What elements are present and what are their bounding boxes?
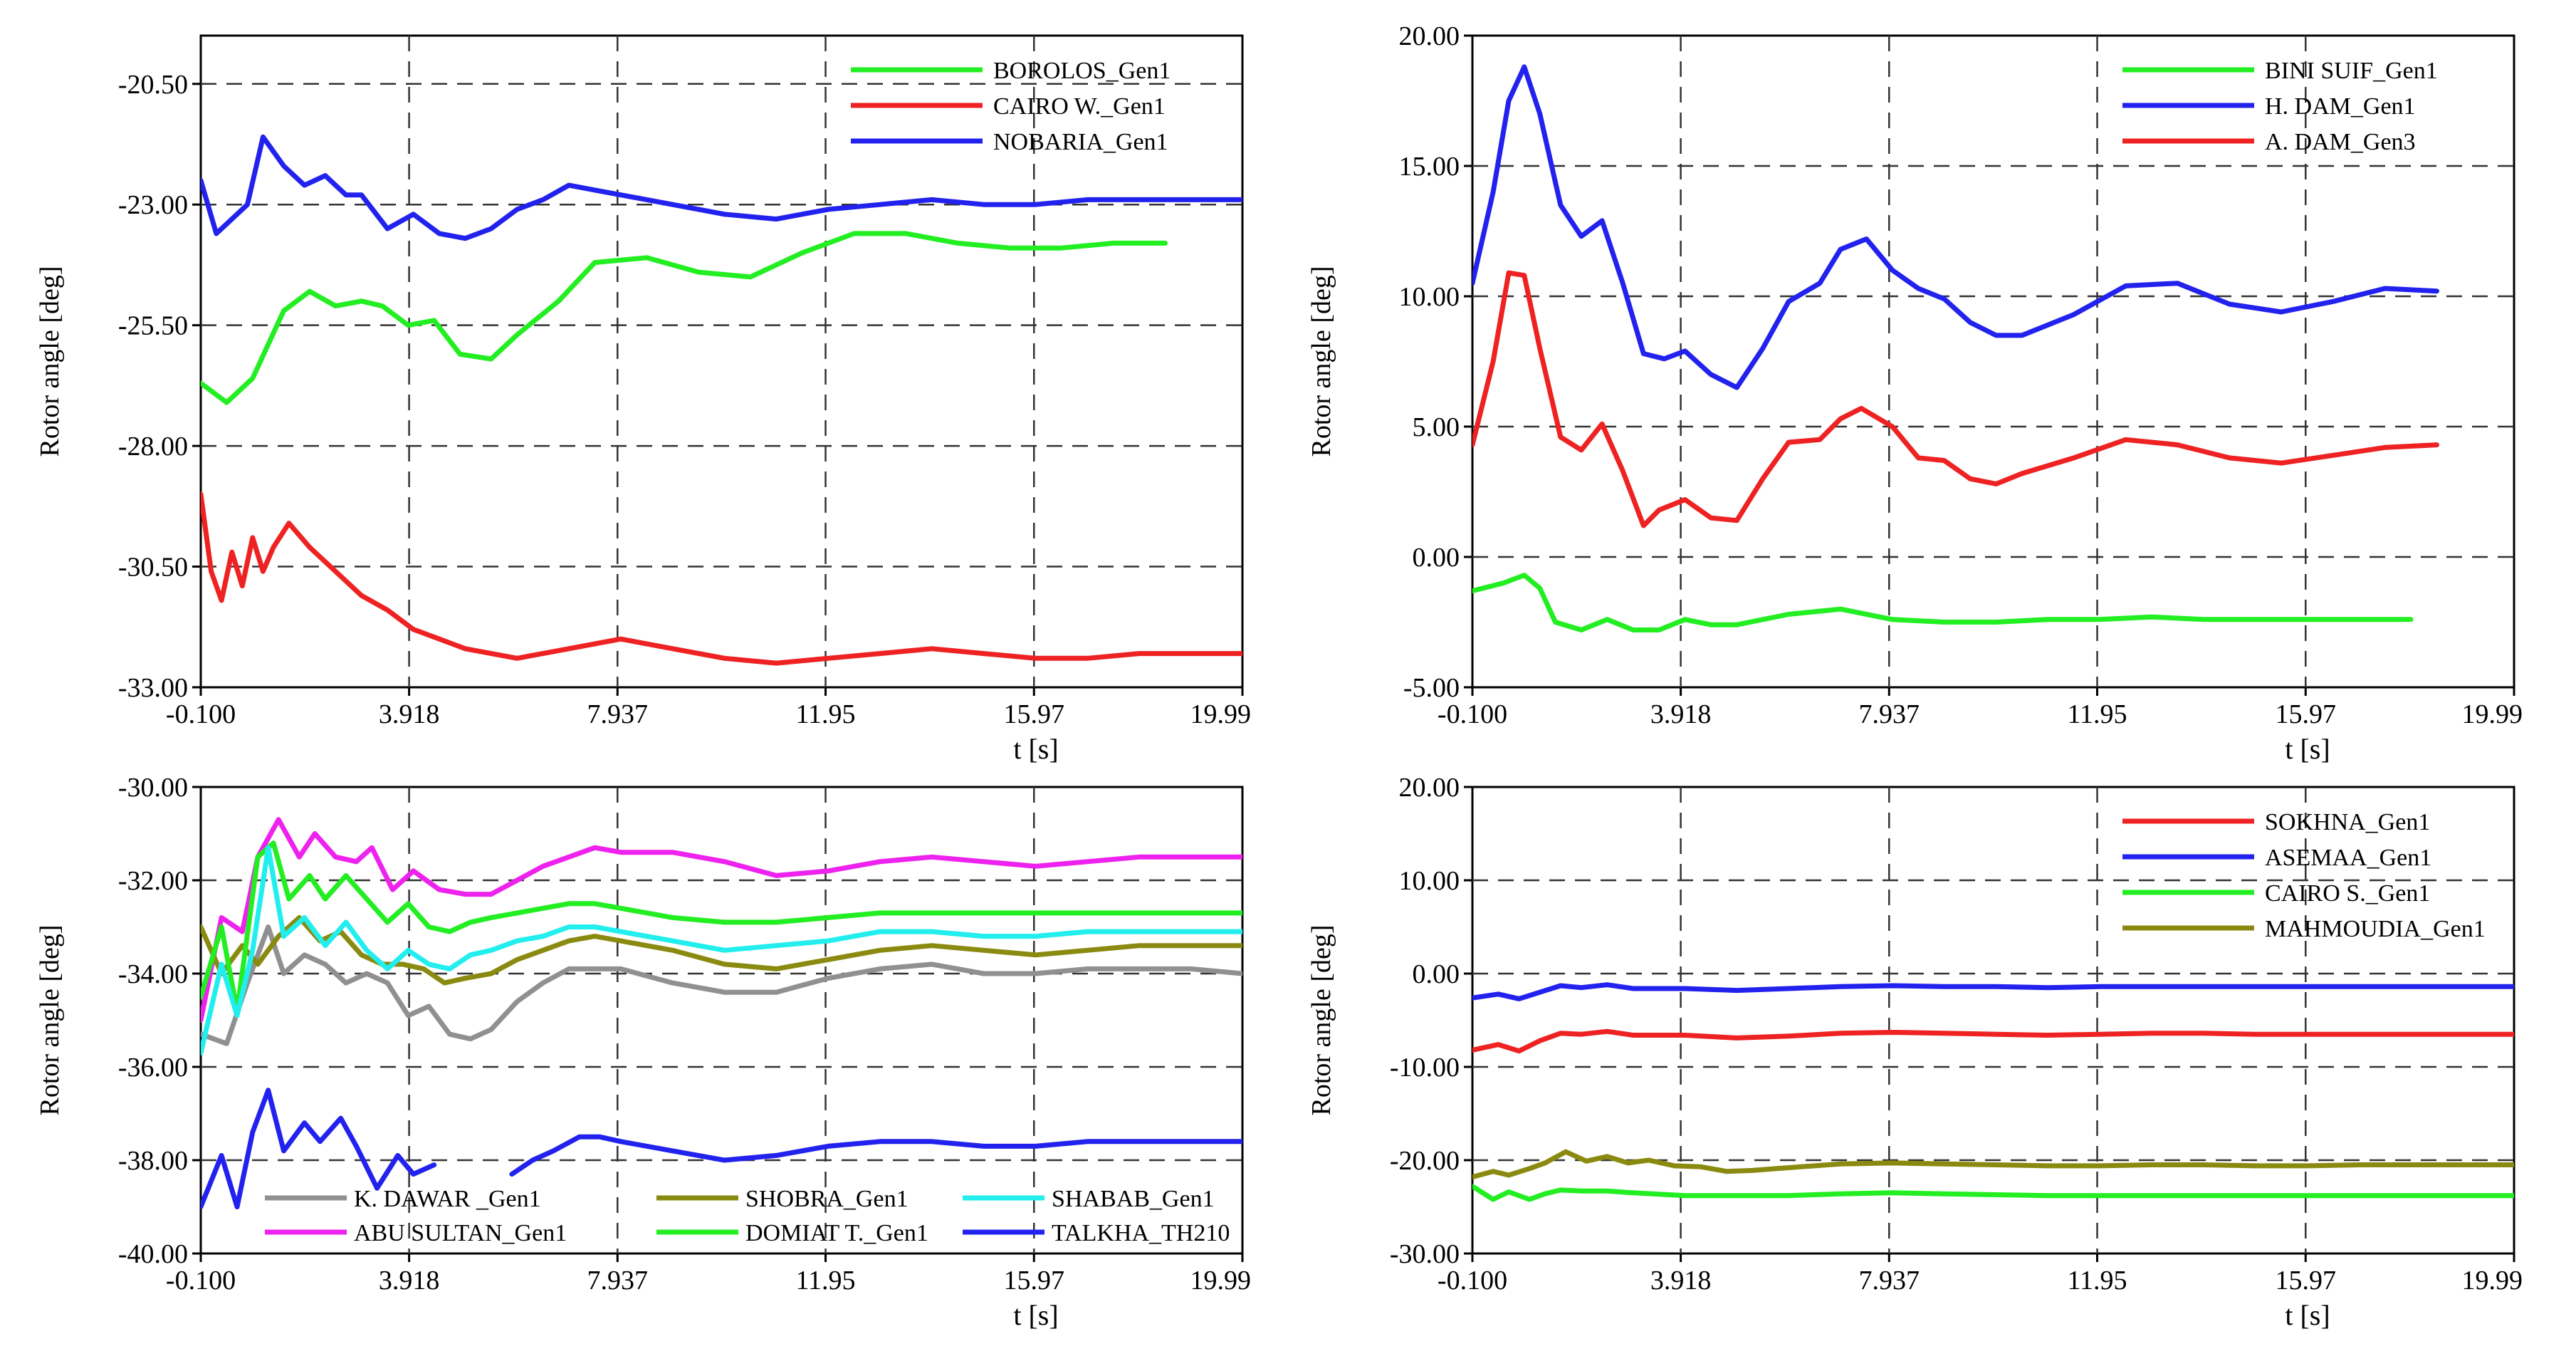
x-axis-label: t [s] bbox=[1013, 1299, 1058, 1331]
plot-frame bbox=[199, 786, 1244, 1255]
legend-label: BINI SUIF_Gen1 bbox=[2265, 58, 2438, 84]
y-tick-label: -30.00 bbox=[118, 773, 188, 803]
y-axis-label: Rotor angle [deg] bbox=[35, 266, 65, 457]
x-tick-label: 15.97 bbox=[1004, 699, 1065, 729]
y-tick-label: -33.00 bbox=[118, 673, 188, 703]
chart-panel-4: -0.100 3.918 7.937 11.95 15.97 19.99 -30.00 -20… bbox=[1307, 773, 2523, 1331]
x-tick-label: 19.99 bbox=[1190, 1266, 1252, 1296]
series-group bbox=[201, 134, 1242, 666]
x-tick-label: 3.918 bbox=[1650, 699, 1712, 729]
x-axis-label: t [s] bbox=[2285, 1299, 2330, 1331]
x-tick-label: 19.99 bbox=[2462, 1266, 2523, 1296]
x-tick-label: 3.918 bbox=[379, 1266, 440, 1296]
x-tick-label: 3.918 bbox=[379, 699, 440, 729]
legend-label: MAHMOUDIA_Gen1 bbox=[2265, 916, 2486, 942]
legend-label: A. DAM_Gen3 bbox=[2265, 129, 2416, 155]
y-tick-label: 20.00 bbox=[1399, 773, 1460, 803]
legend-label: CAIRO W._Gen1 bbox=[993, 93, 1166, 120]
x-tick-label: 11.95 bbox=[2067, 1266, 2127, 1296]
series-line-sokhna-gen1 bbox=[1472, 1028, 2514, 1054]
chart-panel-3: -0.100 3.918 7.937 11.95 15.97 19.99 -40.00 -38… bbox=[35, 773, 1251, 1331]
x-tick-label: -0.100 bbox=[1438, 1266, 1507, 1296]
x-tick-label: 15.97 bbox=[2276, 1266, 2337, 1296]
legend-label: CAIRO S._Gen1 bbox=[2265, 880, 2430, 907]
legend-label: SHOBRA_Gen1 bbox=[745, 1186, 909, 1212]
x-axis-label: t [s] bbox=[2285, 733, 2330, 765]
x-tick-label: 15.97 bbox=[1004, 1266, 1065, 1296]
legend-label: ABU SULTAN_Gen1 bbox=[354, 1220, 567, 1246]
y-tick-label: 5.00 bbox=[1413, 412, 1460, 442]
y-tick-label: -10.00 bbox=[1390, 1053, 1460, 1083]
x-tick-label: 7.937 bbox=[1859, 699, 1920, 729]
series-line-mahmoudia-gen1 bbox=[1472, 1149, 2514, 1180]
y-tick-label: -40.00 bbox=[118, 1239, 188, 1269]
legend-label: NOBARIA_Gen1 bbox=[993, 129, 1168, 155]
y-tick-label: -20.50 bbox=[118, 70, 188, 100]
series-line-abu-sultan-gen1 bbox=[201, 817, 1242, 1023]
series-line-domiat-t-gen1 bbox=[201, 840, 1242, 1013]
series-line-asemaa-gen1 bbox=[1472, 982, 2514, 1001]
y-tick-label: -25.50 bbox=[118, 311, 188, 341]
y-tick-label: 0.00 bbox=[1413, 543, 1460, 573]
x-tick-label: 11.95 bbox=[795, 699, 855, 729]
legend-label: SOKHNA_Gen1 bbox=[2265, 809, 2430, 835]
x-tick-label: -0.100 bbox=[166, 1266, 236, 1296]
legend-label: DOMIAT T._Gen1 bbox=[745, 1220, 928, 1246]
chart-panel-2: -0.100 3.918 7.937 11.95 15.97 19.99 -5.00 0.00… bbox=[1307, 21, 2523, 765]
y-axis-label: Rotor angle [deg] bbox=[1307, 266, 1336, 457]
series-line-talkha-th210 bbox=[201, 1088, 1242, 1209]
x-tick-label: 7.937 bbox=[587, 699, 649, 729]
plot-frame bbox=[1471, 786, 2515, 1255]
x-tick-label: 19.99 bbox=[2462, 699, 2523, 729]
y-tick-label: -23.00 bbox=[118, 190, 188, 220]
x-tick-label: 19.99 bbox=[1190, 699, 1252, 729]
y-axis-label: Rotor angle [deg] bbox=[1307, 924, 1336, 1115]
legend-label: H. DAM_Gen1 bbox=[2265, 93, 2416, 120]
series-line-nobaria-gen1 bbox=[201, 134, 1242, 241]
series-group bbox=[201, 817, 1242, 1209]
y-tick-label: -32.00 bbox=[118, 866, 188, 896]
legend-label: K. DAWAR _Gen1 bbox=[354, 1186, 541, 1212]
x-tick-label: -0.100 bbox=[166, 699, 236, 729]
y-tick-label: 15.00 bbox=[1399, 152, 1460, 182]
x-tick-label: 11.95 bbox=[2067, 699, 2127, 729]
x-axis-label: t [s] bbox=[1013, 733, 1058, 765]
y-tick-label: 20.00 bbox=[1399, 21, 1460, 51]
series-line-cairo-w-gen1 bbox=[201, 491, 1242, 666]
y-tick-label: -30.50 bbox=[118, 553, 188, 583]
y-tick-label: 10.00 bbox=[1399, 282, 1460, 312]
x-tick-label: 7.937 bbox=[1859, 1266, 1920, 1296]
legend-label: BOROLOS_Gen1 bbox=[993, 58, 1171, 84]
series-line-shabab-gen1 bbox=[201, 845, 1242, 1055]
y-tick-label: -28.00 bbox=[118, 432, 188, 462]
x-tick-label: 3.918 bbox=[1650, 1266, 1712, 1296]
series-group bbox=[1472, 982, 2514, 1202]
x-tick-label: -0.100 bbox=[1438, 699, 1507, 729]
series-line-cairo-s-gen1 bbox=[1472, 1184, 2514, 1202]
y-tick-label: -36.00 bbox=[118, 1053, 188, 1083]
plot-frame bbox=[199, 34, 1244, 689]
chart-panel-1: -0.100 3.918 7.937 11.95 15.97 19.99 -33.00 -30… bbox=[35, 34, 1252, 765]
y-tick-label: -38.00 bbox=[118, 1146, 188, 1176]
y-tick-label: -30.00 bbox=[1390, 1239, 1460, 1269]
legend-label: SHABAB_Gen1 bbox=[1052, 1186, 1215, 1212]
y-tick-label: -34.00 bbox=[118, 959, 188, 989]
legend-label: ASEMAA_Gen1 bbox=[2265, 845, 2431, 871]
x-tick-label: 15.97 bbox=[2276, 699, 2337, 729]
series-line-k-dawar-gen1 bbox=[201, 924, 1242, 1046]
y-tick-label: 0.00 bbox=[1413, 959, 1460, 989]
plot-frame bbox=[1471, 34, 2515, 689]
y-tick-label: 10.00 bbox=[1399, 866, 1460, 896]
y-tick-label: -5.00 bbox=[1403, 673, 1460, 703]
y-tick-label: -20.00 bbox=[1390, 1146, 1460, 1176]
x-tick-label: 11.95 bbox=[795, 1266, 855, 1296]
y-axis-label: Rotor angle [deg] bbox=[35, 924, 65, 1115]
x-tick-label: 7.937 bbox=[587, 1266, 649, 1296]
legend-label: TALKHA_TH210 bbox=[1052, 1220, 1230, 1246]
